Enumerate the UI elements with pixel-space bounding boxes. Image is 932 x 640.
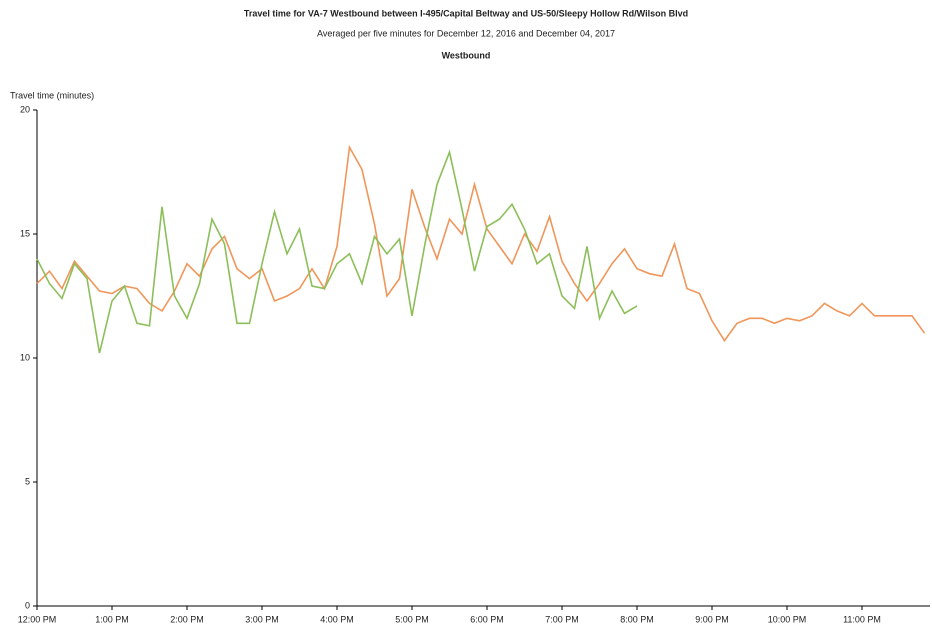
series-line xyxy=(36,149,638,354)
x-tick-label: 2:00 PM xyxy=(170,614,204,624)
y-tick-label: 10 xyxy=(20,352,30,362)
x-tick-label: 9:00 PM xyxy=(695,614,729,624)
y-axis-label: Travel time (minutes) xyxy=(10,90,94,100)
x-tick-label: 11:00 PM xyxy=(843,614,881,624)
x-tick-label: 8:00 PM xyxy=(620,614,654,624)
x-tick-label: 4:00 PM xyxy=(320,614,354,624)
x-tick-label: 6:00 PM xyxy=(470,614,504,624)
x-tick-label: 7:00 PM xyxy=(545,614,579,624)
chart-title: Travel time for VA-7 Westbound between I… xyxy=(244,8,688,18)
direction-label: Westbound xyxy=(442,50,491,60)
chart-subtitle: Averaged per five minutes for December 1… xyxy=(317,28,615,38)
x-tick-label: 12:00 PM xyxy=(18,614,57,624)
y-tick-label: 5 xyxy=(25,476,30,486)
x-tick-label: 1:00 PM xyxy=(95,614,129,624)
y-tick-label: 15 xyxy=(20,228,30,238)
y-tick-label: 0 xyxy=(25,600,30,610)
y-tick-label: 20 xyxy=(20,104,30,114)
x-tick-label: 5:00 PM xyxy=(395,614,429,624)
x-tick-label: 10:00 PM xyxy=(768,614,807,624)
x-tick-label: 3:00 PM xyxy=(245,614,279,624)
series-line xyxy=(36,144,926,343)
